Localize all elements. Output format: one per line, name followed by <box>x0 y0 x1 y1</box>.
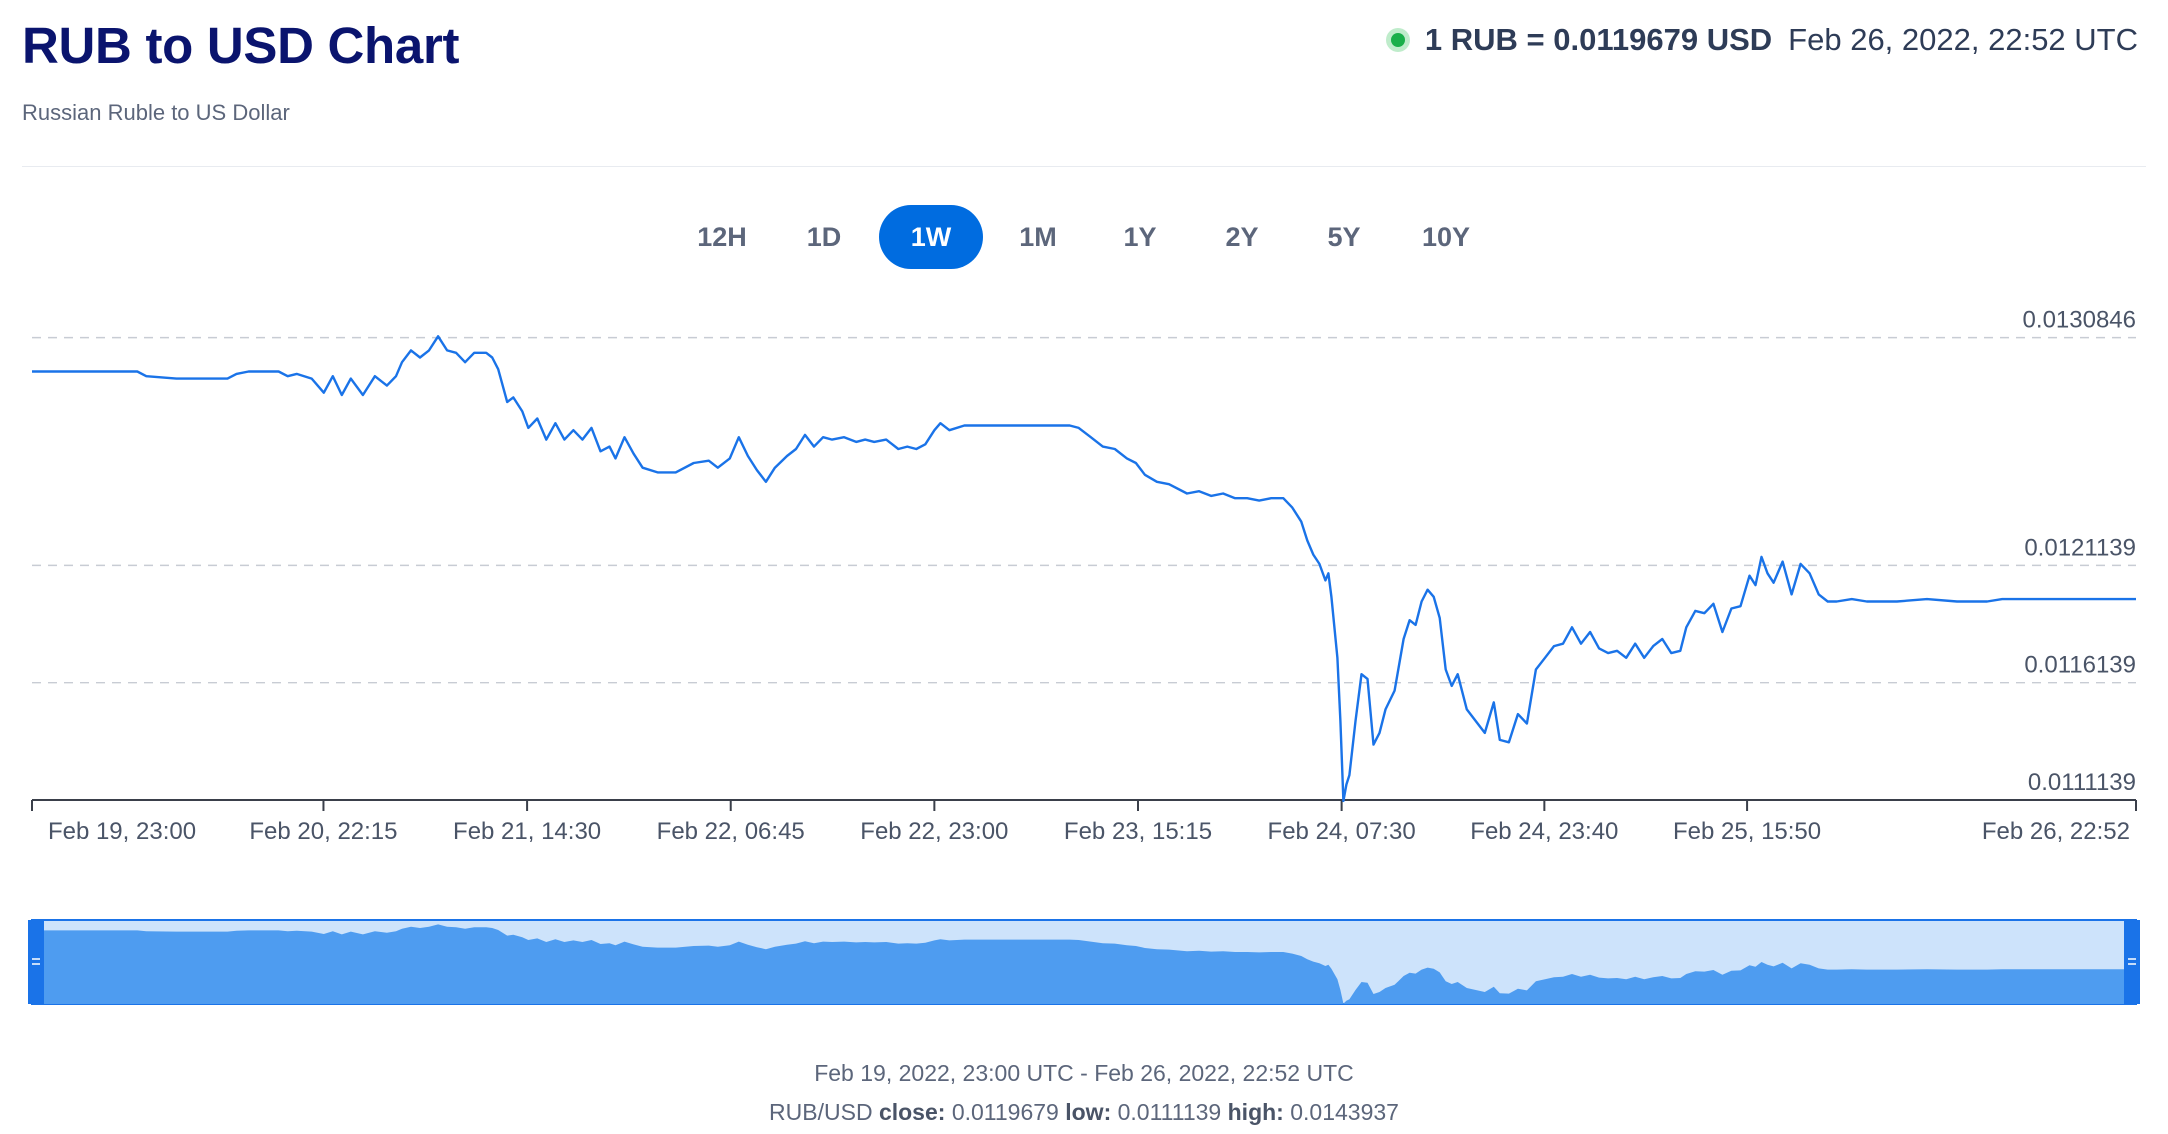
tab-5y[interactable]: 5Y <box>1327 221 1361 252</box>
x-tick-label: Feb 21, 14:30 <box>453 818 601 845</box>
header-divider <box>22 166 2146 167</box>
tab-1y[interactable]: 1Y <box>1123 221 1157 252</box>
rate-timestamp: Feb 26, 2022, 22:52 UTC <box>1788 22 2138 57</box>
tab-1d[interactable]: 1D <box>806 221 842 252</box>
handle-bar[interactable] <box>2124 920 2140 1004</box>
low-label: low: <box>1065 1099 1112 1125</box>
close-value: 0.0119679 <box>951 1099 1059 1125</box>
x-tick-label: Feb 19, 23:00 <box>48 818 196 845</box>
x-tick-label: Feb 24, 23:40 <box>1470 818 1618 845</box>
y-tick-label: 0.0130846 <box>2023 307 2136 334</box>
series-line <box>32 335 2136 803</box>
rate-line-chart[interactable]: 0.0130846 0.0121139 0.0116139 0.0111139 Feb … <box>0 300 2168 860</box>
tab-1m[interactable]: 1M <box>1019 221 1057 252</box>
live-status-dot-icon <box>1390 33 1405 47</box>
page-subtitle: Russian Ruble to US Dollar <box>22 100 290 125</box>
navigator-right-handle[interactable] <box>2124 920 2140 1004</box>
tab-2y[interactable]: 2Y <box>1225 221 1259 252</box>
navigator-left-handle[interactable] <box>28 920 44 1004</box>
page-title: RUB to USD Chart <box>22 17 460 74</box>
range-tabs: 12H 1D 1W 1M 1Y 2Y 5Y 10Y <box>0 205 2168 269</box>
current-rate: 1 RUB = 0.0119679 USD Feb 26, 2022, 22:5… <box>1390 22 2138 58</box>
high-value: 0.0143937 <box>1290 1099 1399 1125</box>
pair-label: RUB/USD <box>769 1099 873 1125</box>
rate-value: 1 RUB = 0.0119679 USD <box>1424 22 1773 57</box>
range-navigator[interactable] <box>0 916 2168 1016</box>
navigator-area <box>32 924 2136 1004</box>
x-tick-label: Feb 23, 15:15 <box>1064 818 1212 845</box>
x-tick-label: Feb 22, 23:00 <box>860 818 1008 845</box>
x-tick-label: Feb 24, 07:30 <box>1268 818 1416 845</box>
x-tick-label: Feb 26, 22:52 <box>1982 818 2130 845</box>
low-value: 0.0111139 <box>1117 1099 1222 1125</box>
x-tick-label: Feb 25, 15:50 <box>1673 818 1821 845</box>
chart-summary: Feb 19, 2022, 23:00 UTC - Feb 26, 2022, … <box>0 1054 2168 1132</box>
x-tick-label: Feb 20, 22:15 <box>249 818 397 845</box>
y-tick-label: 0.0111139 <box>2028 769 2136 796</box>
tab-12h[interactable]: 12H <box>697 221 747 252</box>
close-label: close: <box>878 1099 946 1125</box>
date-range: Feb 19, 2022, 23:00 UTC - Feb 26, 2022, … <box>814 1060 1354 1086</box>
y-tick-label: 0.0121139 <box>2024 534 2136 561</box>
handle-bar[interactable] <box>28 920 44 1004</box>
tab-1w[interactable]: 1W <box>879 205 983 269</box>
y-tick-label: 0.0116139 <box>2024 652 2136 679</box>
x-tick-label: Feb 22, 06:45 <box>657 818 805 845</box>
ohlc-summary: RUB/USD close: 0.0119679 low: 0.0111139 … <box>0 1093 2168 1132</box>
tab-10y[interactable]: 10Y <box>1421 221 1471 252</box>
high-label: high: <box>1227 1099 1284 1125</box>
